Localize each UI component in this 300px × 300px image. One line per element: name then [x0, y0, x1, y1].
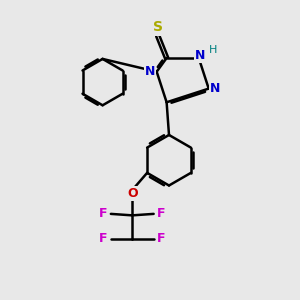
Text: F: F	[99, 207, 108, 220]
Text: F: F	[99, 232, 108, 245]
Text: F: F	[157, 207, 165, 220]
Text: O: O	[127, 187, 138, 200]
Text: N: N	[210, 82, 220, 95]
Text: F: F	[157, 232, 165, 245]
Text: N: N	[195, 50, 206, 62]
Text: S: S	[153, 20, 163, 34]
Text: N: N	[145, 65, 155, 78]
Text: H: H	[209, 45, 217, 55]
